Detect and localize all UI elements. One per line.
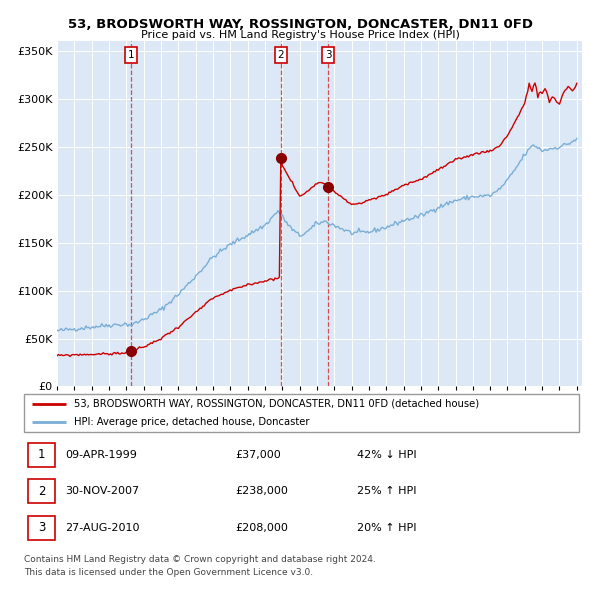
Text: 2: 2 (278, 50, 284, 60)
Text: £208,000: £208,000 (235, 523, 288, 533)
Text: 20% ↑ HPI: 20% ↑ HPI (357, 523, 416, 533)
Text: 27-AUG-2010: 27-AUG-2010 (65, 523, 140, 533)
Text: Price paid vs. HM Land Registry's House Price Index (HPI): Price paid vs. HM Land Registry's House … (140, 30, 460, 40)
Text: 25% ↑ HPI: 25% ↑ HPI (357, 486, 416, 496)
Text: £37,000: £37,000 (235, 450, 281, 460)
Text: This data is licensed under the Open Government Licence v3.0.: This data is licensed under the Open Gov… (24, 568, 313, 576)
Text: £238,000: £238,000 (235, 486, 288, 496)
Text: 2: 2 (38, 484, 46, 498)
Bar (28, 479, 55, 503)
Text: 53, BRODSWORTH WAY, ROSSINGTON, DONCASTER, DN11 0FD (detached house): 53, BRODSWORTH WAY, ROSSINGTON, DONCASTE… (74, 399, 479, 409)
Text: 30-NOV-2007: 30-NOV-2007 (65, 486, 140, 496)
Bar (28, 516, 55, 540)
Text: 42% ↓ HPI: 42% ↓ HPI (357, 450, 416, 460)
Text: 1: 1 (128, 50, 134, 60)
Text: 53, BRODSWORTH WAY, ROSSINGTON, DONCASTER, DN11 0FD: 53, BRODSWORTH WAY, ROSSINGTON, DONCASTE… (67, 18, 533, 31)
Text: HPI: Average price, detached house, Doncaster: HPI: Average price, detached house, Donc… (74, 417, 310, 427)
Text: 1: 1 (38, 448, 46, 461)
Text: 3: 3 (38, 521, 46, 534)
Text: 3: 3 (325, 50, 331, 60)
Text: 09-APR-1999: 09-APR-1999 (65, 450, 137, 460)
Text: Contains HM Land Registry data © Crown copyright and database right 2024.: Contains HM Land Registry data © Crown c… (24, 555, 376, 563)
Bar (28, 442, 55, 467)
